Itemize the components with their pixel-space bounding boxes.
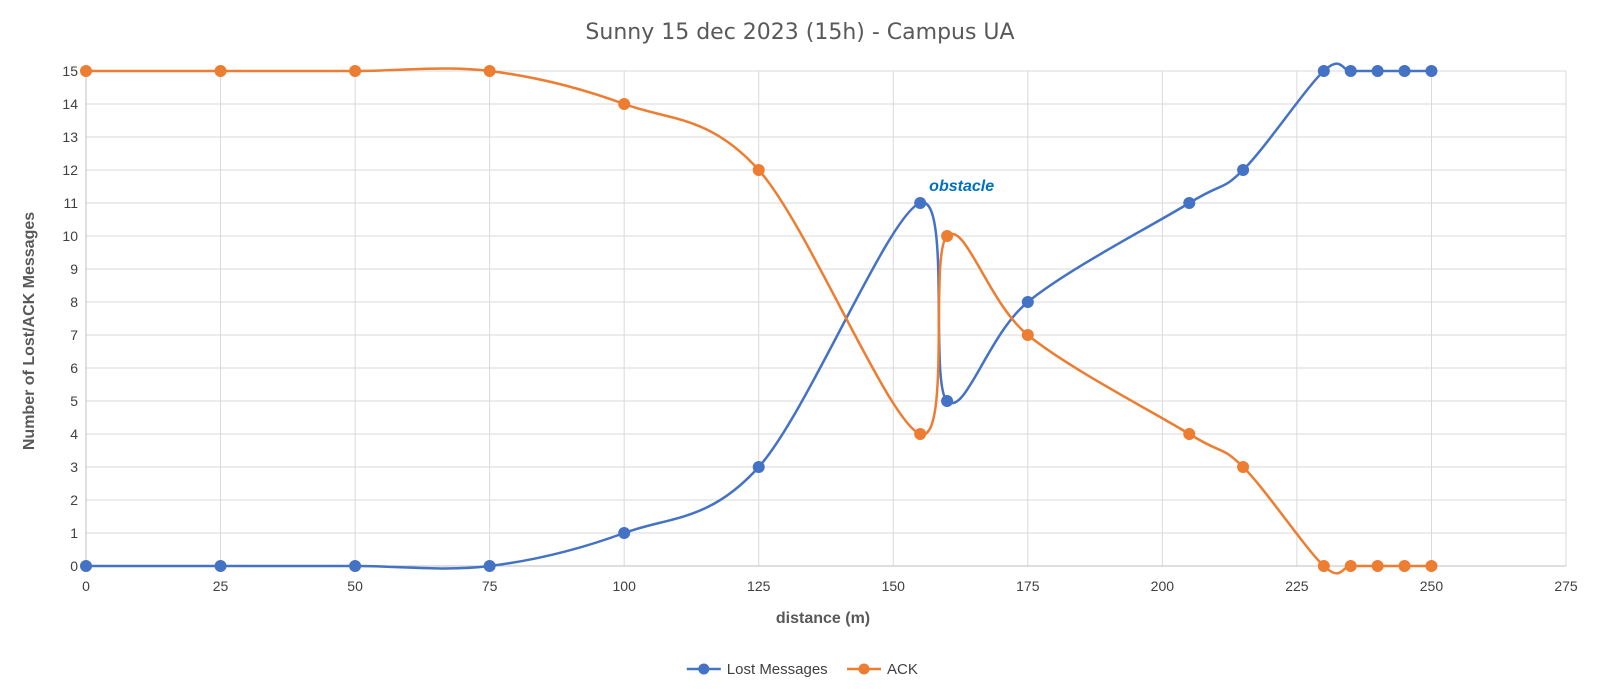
data-point xyxy=(80,65,92,77)
data-point xyxy=(483,65,496,77)
legend-label: ACK xyxy=(887,661,918,678)
data-point xyxy=(214,65,227,77)
annotations: obstacle xyxy=(929,178,994,195)
data-point xyxy=(752,461,765,473)
data-point xyxy=(349,560,362,572)
y-tick-label: 15 xyxy=(62,63,78,79)
legend-item: Lost Messages xyxy=(686,661,828,678)
y-tick-label: 13 xyxy=(62,129,78,145)
legend-swatch-marker xyxy=(698,663,710,675)
y-tick-label: 10 xyxy=(62,228,78,244)
x-tick-label: 75 xyxy=(482,578,498,594)
x-tick-label: 150 xyxy=(882,578,906,594)
data-point xyxy=(1398,560,1411,572)
y-tick-label: 14 xyxy=(62,96,78,112)
data-point xyxy=(80,560,92,572)
x-tick-label: 100 xyxy=(613,578,637,594)
series-ack xyxy=(80,65,1438,575)
x-tick-label: 175 xyxy=(1016,578,1040,594)
legend-label: Lost Messages xyxy=(727,661,828,678)
y-tick-label: 9 xyxy=(70,261,78,277)
y-tick-label: 8 xyxy=(70,294,78,310)
data-point xyxy=(349,65,362,77)
data-point xyxy=(914,428,927,440)
data-point xyxy=(1425,65,1438,77)
legend-swatch-marker xyxy=(858,663,870,675)
y-tick-label: 6 xyxy=(70,360,78,376)
data-point xyxy=(752,164,765,176)
y-tick-label: 1 xyxy=(70,525,78,541)
data-point xyxy=(1317,65,1330,77)
data-point xyxy=(1237,164,1250,176)
x-axis-label: distance (m) xyxy=(776,610,870,627)
annotation-label: obstacle xyxy=(929,178,994,195)
data-point xyxy=(914,197,927,209)
x-tick-label: 225 xyxy=(1285,578,1309,594)
data-point xyxy=(483,560,496,572)
data-point xyxy=(1237,461,1250,473)
x-tick-label: 200 xyxy=(1151,578,1175,594)
series-line xyxy=(86,67,1432,575)
data-point xyxy=(1398,65,1411,77)
data-point xyxy=(1183,197,1196,209)
data-point xyxy=(1371,560,1384,572)
data-point xyxy=(1021,329,1034,341)
y-axis-label: Number of Lost/ACK Messages xyxy=(21,212,38,450)
y-tick-label: 3 xyxy=(70,459,78,475)
data-point xyxy=(214,560,227,572)
y-tick-label: 0 xyxy=(70,558,78,574)
data-point xyxy=(941,395,954,407)
data-point xyxy=(1021,296,1034,308)
y-tick-label: 7 xyxy=(70,327,78,343)
chart-title: Sunny 15 dec 2023 (15h) - Campus UA xyxy=(585,20,1014,45)
data-point xyxy=(941,230,954,242)
x-tick-label: 50 xyxy=(347,578,363,594)
y-tick-label: 5 xyxy=(70,393,78,409)
grid xyxy=(86,70,1567,566)
legend: Lost Messages ACK xyxy=(686,661,918,678)
x-tick-label: 275 xyxy=(1554,578,1578,594)
data-point xyxy=(618,527,631,539)
data-point xyxy=(1425,560,1438,572)
data-point xyxy=(1344,65,1357,77)
x-tick-label: 25 xyxy=(213,578,229,594)
data-point xyxy=(1344,560,1357,572)
x-tick-label: 0 xyxy=(82,578,90,594)
data-point xyxy=(618,98,631,110)
y-tick-label: 2 xyxy=(70,492,78,508)
data-point xyxy=(1183,428,1196,440)
data-point xyxy=(1317,560,1330,572)
x-tick-label: 125 xyxy=(747,578,771,594)
series-layer xyxy=(80,62,1438,575)
y-tick-label: 4 xyxy=(70,426,78,442)
y-tick-label: 11 xyxy=(63,195,78,211)
y-tick-label: 12 xyxy=(62,162,78,178)
legend-item: ACK xyxy=(847,661,918,678)
x-tick-label: 250 xyxy=(1420,578,1444,594)
data-point xyxy=(1371,65,1384,77)
